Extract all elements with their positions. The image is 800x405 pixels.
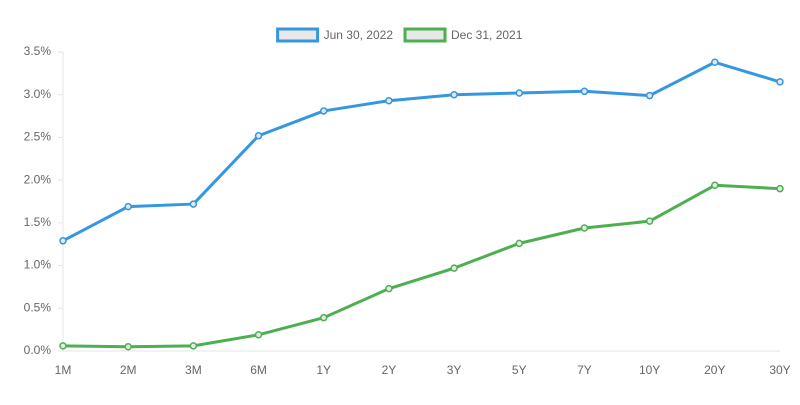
data-point <box>319 107 328 115</box>
x-tick-label: 2Y <box>382 363 397 377</box>
y-tick-label: 0.5% <box>24 300 52 314</box>
data-point <box>645 217 654 225</box>
series-line <box>62 183 781 349</box>
y-tick-label: 2.5% <box>24 130 52 144</box>
data-point <box>776 184 784 193</box>
data-point <box>319 313 328 322</box>
data-point <box>124 342 132 351</box>
data-point <box>580 224 589 232</box>
data-point <box>711 181 719 190</box>
y-tick-label: 1.5% <box>24 215 52 229</box>
x-tick-label: 1M <box>55 363 72 377</box>
x-tick-label: 3Y <box>447 363 462 377</box>
y-tick-label: 3.5% <box>24 44 52 58</box>
y-tick-label: 0.0% <box>24 343 52 357</box>
data-point <box>711 58 719 67</box>
data-point <box>515 239 524 248</box>
legend-swatch <box>403 27 447 43</box>
x-tick-label: 10Y <box>639 363 660 377</box>
y-tick-label: 1.0% <box>24 258 52 272</box>
x-tick-label: 3M <box>185 363 202 377</box>
data-point <box>59 237 67 245</box>
x-tick-label: 20Y <box>704 363 725 377</box>
data-point <box>59 342 67 350</box>
x-tick-label: 1Y <box>316 363 331 377</box>
data-point <box>580 87 589 96</box>
data-point <box>515 89 524 97</box>
x-tick-label: 30Y <box>769 363 790 377</box>
data-point <box>645 91 654 100</box>
x-tick-label: 5Y <box>512 363 527 377</box>
data-point <box>385 284 393 293</box>
legend-swatch <box>276 27 320 43</box>
series-line <box>62 60 781 243</box>
data-point <box>254 131 263 140</box>
legend-label: Dec 31, 2021 <box>451 28 523 42</box>
x-tick-label: 2M <box>120 363 137 377</box>
data-point <box>189 342 198 350</box>
data-point <box>385 96 393 105</box>
x-tick-label: 6M <box>250 363 267 377</box>
data-point <box>189 200 198 208</box>
data-point <box>254 331 263 339</box>
data-point <box>450 264 458 272</box>
data-point <box>124 202 132 211</box>
data-point <box>450 90 458 99</box>
y-tick-label: 3.0% <box>24 87 52 101</box>
y-tick-label: 2.0% <box>24 172 52 186</box>
x-tick-label: 7Y <box>577 363 592 377</box>
data-point <box>776 78 784 86</box>
legend-label: Jun 30, 2022 <box>324 28 394 42</box>
